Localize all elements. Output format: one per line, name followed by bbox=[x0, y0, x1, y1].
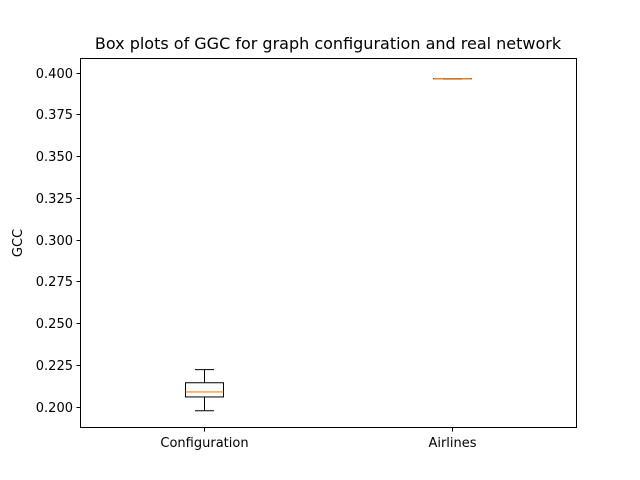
y-tick-label: 0.300 bbox=[36, 234, 73, 249]
y-tick-label: 0.200 bbox=[36, 401, 73, 416]
boxes-layer bbox=[185, 78, 472, 412]
y-tick-label: 0.350 bbox=[36, 150, 73, 165]
x-axis: Configuration Airlines bbox=[160, 427, 477, 451]
x-tick-label: Configuration bbox=[160, 436, 248, 451]
plot-area-frame bbox=[80, 58, 577, 428]
y-tick-label: 0.275 bbox=[36, 275, 73, 290]
box-configuration bbox=[185, 369, 224, 412]
y-axis: 0.200 0.225 0.250 0.275 0.300 0.325 0.350 0.375… bbox=[36, 67, 81, 416]
box-iqr bbox=[185, 382, 224, 398]
y-tick-label: 0.250 bbox=[36, 317, 73, 332]
y-tick-label: 0.400 bbox=[36, 67, 73, 82]
y-tick-label: 0.225 bbox=[36, 359, 73, 374]
y-tick-label: 0.375 bbox=[36, 108, 73, 123]
y-axis-label: GCC bbox=[11, 229, 26, 257]
y-tick-label: 0.325 bbox=[36, 192, 73, 207]
chart-title: Box plots of GGC for graph configuration… bbox=[95, 34, 562, 53]
x-tick-label: Airlines bbox=[428, 436, 476, 451]
